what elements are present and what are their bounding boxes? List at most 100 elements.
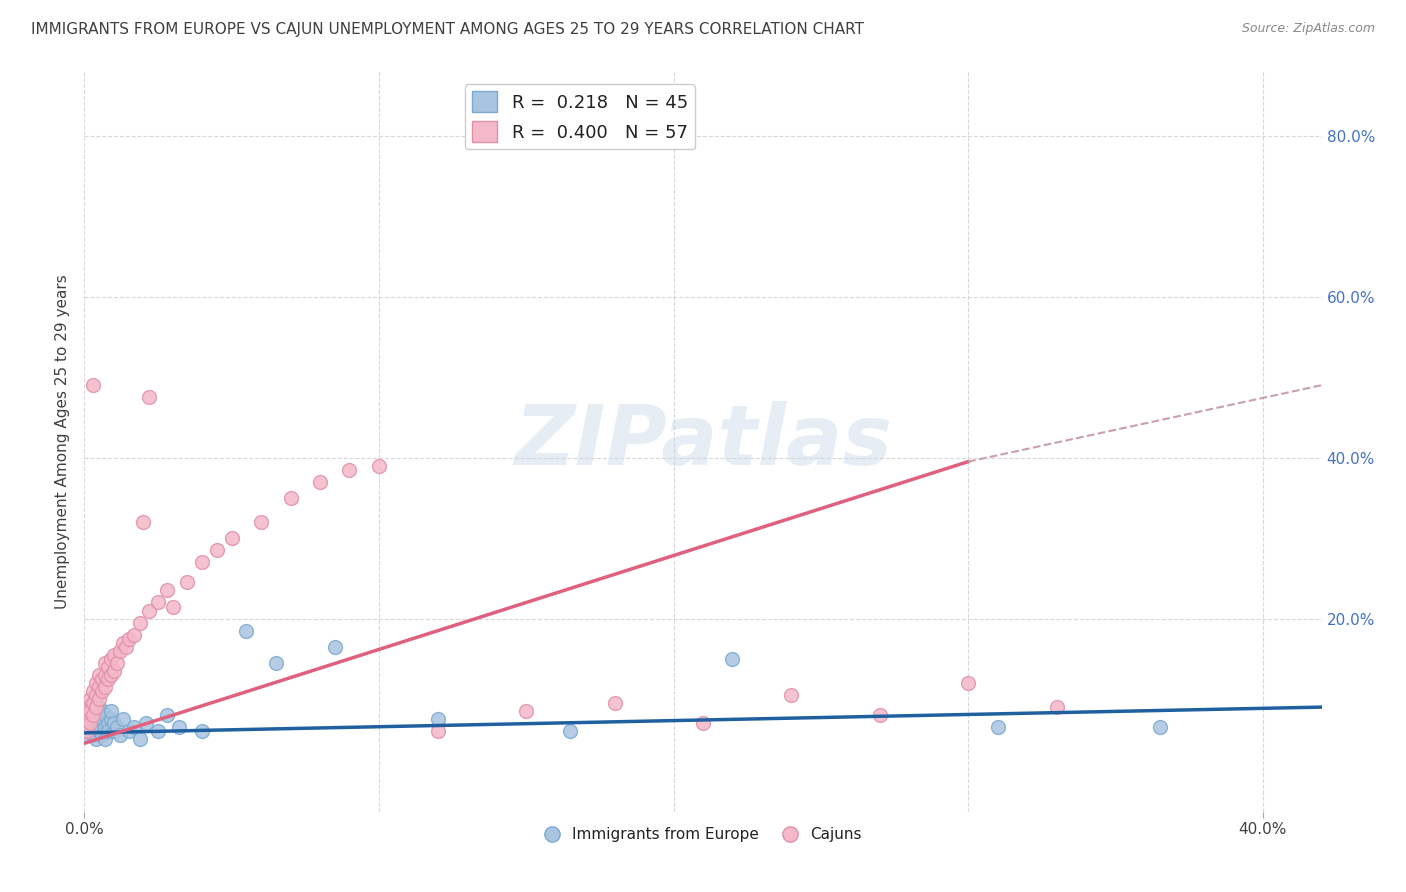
Point [100, 704, 122, 718]
Point [97, 716, 120, 731]
Point [76, 708, 98, 723]
Point [368, 458, 391, 473]
Point [114, 640, 136, 654]
Point [84, 688, 107, 702]
Point [138, 603, 160, 617]
Point [94, 732, 117, 747]
Point [132, 515, 155, 529]
Point [84, 720, 107, 734]
Point [79, 704, 101, 718]
Text: ZIPatlas: ZIPatlas [515, 401, 891, 482]
Point [87, 692, 110, 706]
Point [84, 732, 107, 747]
Point [79, 716, 101, 731]
Y-axis label: Unemployment Among Ages 25 to 29 years: Unemployment Among Ages 25 to 29 years [55, 274, 70, 609]
Point [117, 724, 139, 739]
Point [129, 615, 152, 630]
Point [205, 543, 228, 558]
Point [91, 704, 114, 718]
Point [79, 700, 101, 714]
Point [103, 716, 125, 731]
Point [957, 676, 980, 690]
Point [250, 515, 273, 529]
Point [97, 724, 120, 739]
Point [264, 656, 287, 670]
Point [91, 712, 114, 726]
Point [721, 652, 744, 666]
Point [76, 700, 98, 714]
Point [426, 712, 449, 726]
Point [176, 575, 198, 590]
Point [91, 728, 114, 742]
Point [100, 668, 122, 682]
Point [94, 656, 117, 670]
Point [191, 724, 214, 739]
Point [124, 628, 146, 642]
Point [87, 700, 110, 714]
Point [82, 712, 104, 726]
Point [103, 724, 125, 739]
Point [79, 692, 101, 706]
Point [515, 704, 537, 718]
Point [97, 660, 120, 674]
Point [108, 644, 131, 658]
Point [117, 632, 139, 646]
Point [124, 720, 146, 734]
Point [426, 724, 449, 739]
Point [100, 712, 122, 726]
Point [91, 672, 114, 686]
Point [111, 636, 134, 650]
Point [339, 463, 361, 477]
Text: IMMIGRANTS FROM EUROPE VS CAJUN UNEMPLOYMENT AMONG AGES 25 TO 29 YEARS CORRELATI: IMMIGRANTS FROM EUROPE VS CAJUN UNEMPLOY… [31, 22, 863, 37]
Point [94, 680, 117, 694]
Point [138, 390, 160, 404]
Point [105, 720, 128, 734]
Point [111, 712, 134, 726]
Point [82, 684, 104, 698]
Point [146, 724, 169, 739]
Point [221, 531, 243, 545]
Point [135, 716, 157, 731]
Point [156, 583, 179, 598]
Point [97, 672, 120, 686]
Point [987, 720, 1010, 734]
Point [76, 724, 98, 739]
Point [100, 652, 122, 666]
Point [162, 599, 184, 614]
Point [603, 696, 626, 710]
Point [84, 676, 107, 690]
Point [108, 728, 131, 742]
Point [79, 716, 101, 731]
Point [87, 668, 110, 682]
Point [103, 648, 125, 662]
Point [309, 475, 332, 489]
Point [146, 595, 169, 609]
Point [235, 624, 257, 638]
Point [323, 640, 346, 654]
Point [87, 724, 110, 739]
Point [560, 724, 582, 739]
Point [156, 708, 179, 723]
Point [280, 491, 302, 505]
Point [82, 696, 104, 710]
Point [94, 708, 117, 723]
Point [82, 696, 104, 710]
Point [82, 708, 104, 723]
Point [84, 708, 107, 723]
Point [191, 555, 214, 569]
Point [76, 712, 98, 726]
Point [780, 688, 803, 702]
Point [87, 680, 110, 694]
Point [1149, 720, 1171, 734]
Text: Source: ZipAtlas.com: Source: ZipAtlas.com [1241, 22, 1375, 36]
Legend: Immigrants from Europe, Cajuns: Immigrants from Europe, Cajuns [538, 822, 868, 848]
Point [1045, 700, 1067, 714]
Point [129, 732, 152, 747]
Point [167, 720, 190, 734]
Point [869, 708, 891, 723]
Point [82, 378, 104, 392]
Point [87, 716, 110, 731]
Point [103, 664, 125, 678]
Point [105, 656, 128, 670]
Point [79, 724, 101, 739]
